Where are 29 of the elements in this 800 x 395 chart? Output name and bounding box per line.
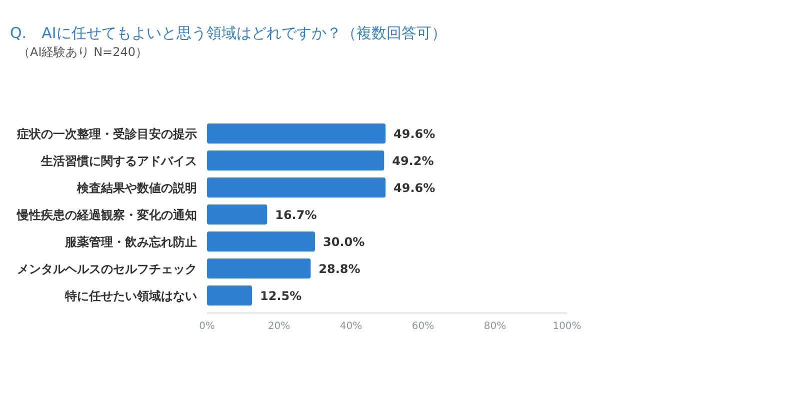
- text: （AI経験あり N=240）: [18, 45, 148, 59]
- bar: [207, 178, 386, 198]
- x-tick-label: 100%: [552, 321, 582, 332]
- y-tick-label: 症状の一次整理・受診目安の提示: [16, 127, 197, 141]
- chart-title: Q. AIに任せてもよいと思う領域はどれですか？（複数回答可）: [10, 24, 446, 42]
- data-label: 28.8%: [318, 262, 360, 276]
- y-tick-label: 服薬管理・飲み忘れ防止: [64, 235, 197, 249]
- bar: [207, 286, 252, 306]
- data-label: 16.7%: [275, 208, 317, 222]
- data-label: 12.5%: [260, 289, 302, 303]
- data-label: 49.2%: [392, 154, 434, 168]
- bar: [207, 124, 386, 144]
- x-tick-label: 20%: [268, 321, 290, 332]
- bar: [207, 258, 311, 278]
- x-tick-label: 60%: [412, 321, 434, 332]
- bar: [207, 150, 384, 170]
- y-tick-label: メンタルヘルスのセルフチェック: [17, 262, 197, 276]
- y-tick-label: 生活習慣に関するアドバイス: [40, 154, 197, 168]
- y-tick-label: 慢性疾患の経過観察・変化の通知: [16, 208, 197, 222]
- bar: [207, 204, 268, 224]
- y-tick-label: 特に任せたい領域はない: [64, 289, 197, 303]
- x-tick-label: 40%: [340, 321, 362, 332]
- x-tick-label: 80%: [484, 321, 506, 332]
- data-label: 49.6%: [394, 127, 436, 141]
- y-tick-label: 検査結果や数値の説明: [76, 181, 197, 195]
- data-label: 30.0%: [323, 235, 365, 249]
- x-tick-label: 0%: [199, 321, 215, 332]
- bar: [207, 232, 315, 252]
- data-label: 49.6%: [394, 181, 436, 195]
